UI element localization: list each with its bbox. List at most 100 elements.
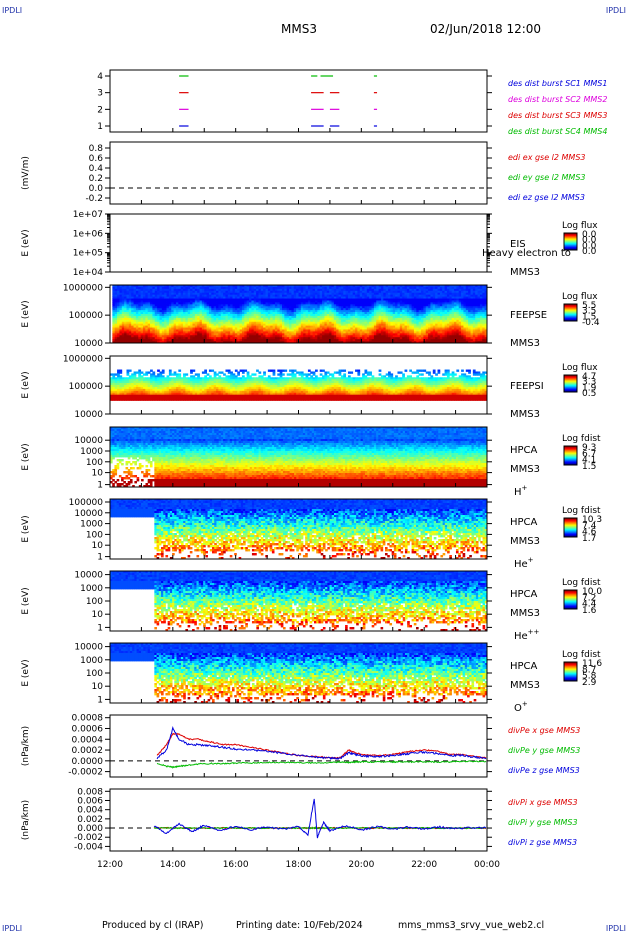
spectrogram-cell xyxy=(216,308,219,311)
spectrogram-cell xyxy=(333,306,337,309)
spectrogram-cell xyxy=(114,302,118,305)
spectrogram-cell xyxy=(340,339,344,342)
spectrogram-cell xyxy=(119,341,123,344)
spectrogram-cell xyxy=(350,310,354,313)
spectrogram-cell xyxy=(171,290,175,294)
spectrogram-cell xyxy=(187,304,191,307)
spectrogram-cell xyxy=(345,290,349,294)
spectrogram-cell xyxy=(216,312,219,315)
spectrogram-cell xyxy=(244,329,248,332)
burst-panel-frame xyxy=(109,69,488,133)
spectrogram-cell xyxy=(331,308,335,311)
spectrogram-cell xyxy=(211,333,215,336)
spectrogram-cell xyxy=(291,288,295,292)
spectrogram-cell xyxy=(121,290,125,294)
spectrogram-cell xyxy=(230,310,233,313)
spectrogram-cell xyxy=(126,331,130,334)
spectrogram-cell xyxy=(350,285,354,288)
spectrogram-cell xyxy=(185,296,189,299)
y-tick-label: 100000 xyxy=(69,311,104,321)
spectrogram-cell xyxy=(317,300,321,303)
spectrogram-cell xyxy=(296,321,299,325)
spectrogram-cell xyxy=(234,329,238,332)
spectrogram-cell xyxy=(331,333,335,336)
spectrogram-cell xyxy=(256,312,259,315)
spectrogram-cell xyxy=(119,290,123,294)
spectrogram-cell xyxy=(175,298,179,301)
spectrogram-cell xyxy=(187,302,191,305)
spectrogram-cell xyxy=(284,288,288,292)
spectrogram-cell xyxy=(218,285,222,288)
spectrogram-cell xyxy=(333,319,337,323)
spectrogram-cell xyxy=(251,333,255,336)
spectrogram-cell xyxy=(265,302,269,305)
spectrogram-cell xyxy=(164,310,167,313)
spectrogram-cell xyxy=(135,306,139,309)
spectrogram-cell xyxy=(310,321,314,325)
spectrogram-cell xyxy=(260,321,264,325)
spectrogram-cell xyxy=(142,302,146,305)
spectrogram-cell xyxy=(145,329,149,332)
spectrogram-cell xyxy=(204,308,208,311)
spectrogram-cell xyxy=(246,290,250,294)
spectrogram-cell xyxy=(218,321,222,325)
spectrogram-cell xyxy=(218,315,222,319)
spectrogram-cell xyxy=(314,341,318,344)
spectrogram-cell xyxy=(157,335,160,338)
spectrogram-cell xyxy=(178,329,182,332)
spectrogram-cell xyxy=(314,333,318,336)
spectrogram-cell xyxy=(298,315,302,319)
spectrogram-cell xyxy=(192,314,196,317)
spectrogram-cell xyxy=(305,323,309,326)
spectrogram-cell xyxy=(213,327,217,330)
spectrogram-cell xyxy=(314,321,318,325)
spectrogram-cell xyxy=(213,317,217,321)
spectrogram-cell xyxy=(305,317,309,321)
spectrogram-cell xyxy=(279,327,283,330)
spectrogram-cell xyxy=(345,286,349,290)
spectrogram-cell xyxy=(305,306,309,309)
spectrogram-cell xyxy=(329,327,332,330)
spectrogram-cell xyxy=(347,292,351,296)
spectrogram-cell xyxy=(263,323,266,326)
spectrogram-cell xyxy=(197,304,200,307)
spectrogram-cell xyxy=(180,302,184,305)
spectrogram-cell xyxy=(296,327,299,330)
spectrogram-cell xyxy=(265,298,269,301)
spectrogram-cell xyxy=(265,317,269,321)
spectrogram-cell xyxy=(164,335,167,338)
spectrogram-cell xyxy=(232,294,236,297)
spectrogram-cell xyxy=(157,288,160,292)
spectrogram-cell xyxy=(126,306,130,309)
spectrogram-cell xyxy=(173,286,177,290)
spectrogram-cell xyxy=(157,325,160,328)
spectrogram-cell xyxy=(272,290,276,294)
spectrogram-cell xyxy=(340,306,344,309)
spectrogram-cell xyxy=(343,288,347,292)
spectrogram-cell xyxy=(197,331,200,334)
spectrogram-cell xyxy=(274,323,278,326)
spectrogram-cell xyxy=(310,317,314,321)
spectrogram-cell xyxy=(197,288,200,292)
spectrogram-cell xyxy=(338,286,342,290)
spectrogram-cell xyxy=(166,339,170,342)
spectrogram-cell xyxy=(324,317,328,321)
spectrogram-cell xyxy=(336,300,339,303)
spectrogram-cell xyxy=(201,285,205,288)
spectrogram-cell xyxy=(206,288,210,292)
spectrogram-cell xyxy=(192,310,196,313)
spectrogram-cell xyxy=(312,312,316,315)
spectrogram-cell xyxy=(345,294,349,297)
spectrogram-cell xyxy=(126,296,130,299)
spectrogram-cell xyxy=(142,317,146,321)
spectrogram-cell xyxy=(230,321,233,325)
spectrogram-cell xyxy=(270,337,273,340)
spectrogram-cell xyxy=(326,337,330,340)
spectrogram-cell xyxy=(314,323,318,326)
spectrogram-cell xyxy=(272,317,276,321)
spectrogram-cell xyxy=(246,312,250,315)
footer-produced-by: Produced by cl (IRAP) xyxy=(102,920,203,931)
spectrogram-cell xyxy=(303,302,306,305)
spacecraft-title: MMS3 xyxy=(281,22,317,36)
spectrogram-cell xyxy=(154,302,158,305)
